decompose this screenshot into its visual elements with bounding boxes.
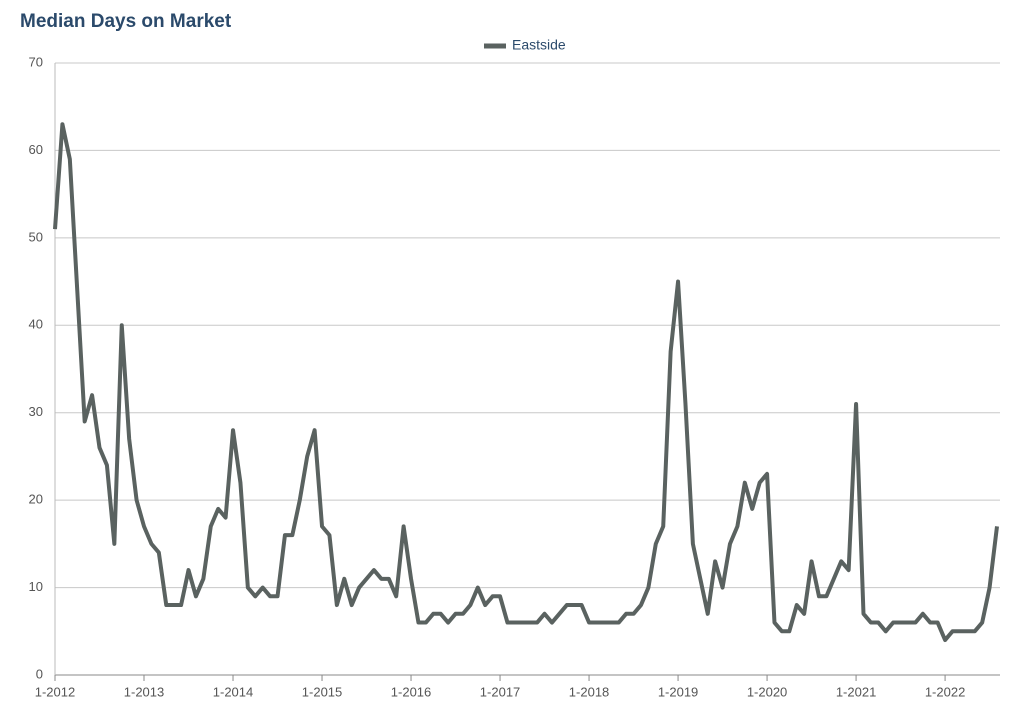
x-tick-label: 1-2017: [480, 684, 520, 699]
y-tick-label: 40: [29, 317, 43, 332]
x-tick-label: 1-2022: [925, 684, 965, 699]
y-tick-label: 50: [29, 229, 43, 244]
y-tick-label: 10: [29, 579, 43, 594]
y-tick-label: 0: [36, 666, 43, 681]
y-tick-label: 30: [29, 404, 43, 419]
x-tick-label: 1-2018: [569, 684, 609, 699]
x-tick-label: 1-2021: [836, 684, 876, 699]
y-tick-label: 60: [29, 142, 43, 157]
legend-label: Eastside: [512, 37, 566, 53]
y-tick-label: 20: [29, 492, 43, 507]
chart-title: Median Days on Market: [20, 11, 232, 32]
x-tick-label: 1-2016: [391, 684, 431, 699]
x-tick-label: 1-2019: [658, 684, 698, 699]
x-tick-label: 1-2015: [302, 684, 342, 699]
x-tick-label: 1-2020: [747, 684, 787, 699]
x-tick-label: 1-2014: [213, 684, 253, 699]
y-tick-label: 70: [29, 54, 43, 69]
data-line: [53, 122, 999, 643]
x-tick-label: 1-2013: [124, 684, 164, 699]
x-tick-label: 1-2012: [35, 684, 75, 699]
